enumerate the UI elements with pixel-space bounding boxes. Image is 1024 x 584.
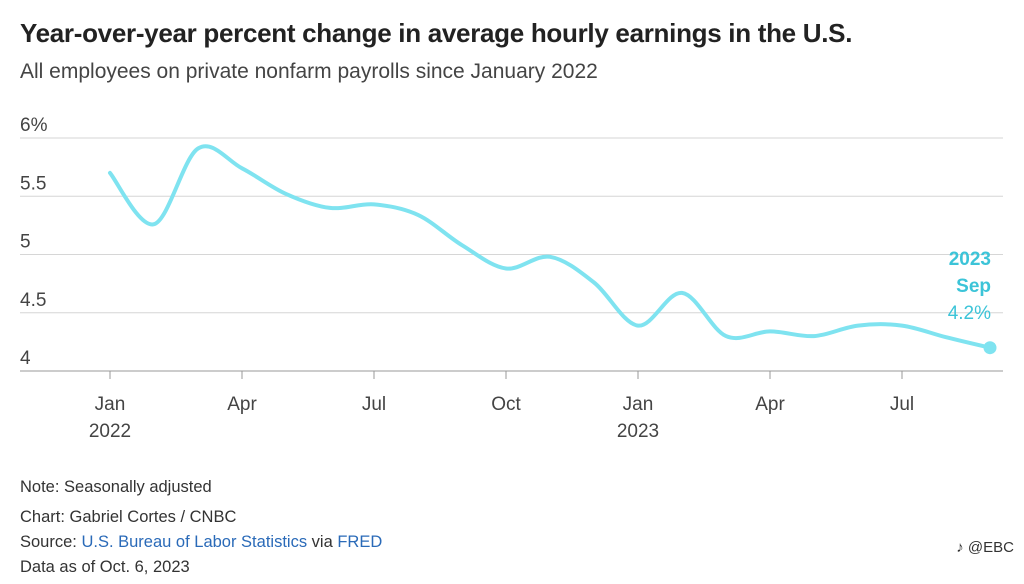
x-tick-label: Jul — [362, 394, 386, 415]
x-tick-label: Apr — [755, 394, 785, 415]
annotation-value: 4.2% — [948, 303, 991, 324]
chart-title: Year-over-year percent change in average… — [20, 18, 853, 48]
footer-data-date: Data as of Oct. 6, 2023 — [20, 558, 190, 576]
x-tick-year-label: 2022 — [89, 421, 131, 442]
x-tick-label: Jan — [95, 394, 126, 415]
annotation-year: 2023 — [949, 249, 991, 270]
annotation-month: Sep — [956, 276, 991, 297]
y-tick-label: 4 — [20, 348, 31, 369]
bls-link[interactable]: U.S. Bureau of Labor Statistics — [81, 533, 308, 551]
footer-source: Source: U.S. Bureau of Labor Statistics … — [20, 533, 382, 552]
series-line — [108, 144, 992, 350]
footer-note: Note: Seasonally adjusted — [20, 478, 212, 496]
line-chart: 6% 5.5 5 4.5 4 Jan 2022 Apr Jul Oct Jan 2023 Apr Jul 2… — [20, 115, 1003, 442]
watermark-text: @EBC — [967, 539, 1014, 556]
x-tick-label: Oct — [491, 394, 521, 415]
x-tick-label: Apr — [227, 394, 257, 415]
source-prefix: Source: — [20, 533, 82, 551]
tiktok-logo-icon: ♪ — [956, 539, 964, 556]
x-tick-label: Jul — [890, 394, 914, 415]
source-via: via — [307, 533, 338, 551]
watermark: ♪ @EBC — [956, 539, 1014, 556]
footer-chart-credit: Chart: Gabriel Cortes / CNBC — [20, 508, 237, 526]
y-tick-label: 5.5 — [20, 173, 46, 194]
fred-link[interactable]: FRED — [337, 533, 383, 551]
y-tick-label: 6% — [20, 115, 48, 136]
x-tick-year-label: 2023 — [617, 421, 659, 442]
y-tick-label: 5 — [20, 232, 31, 253]
chart-subtitle: All employees on private nonfarm payroll… — [20, 60, 598, 83]
x-tick-label: Jan — [623, 394, 654, 415]
y-tick-label: 4.5 — [20, 290, 46, 311]
endpoint-dot — [983, 341, 997, 355]
